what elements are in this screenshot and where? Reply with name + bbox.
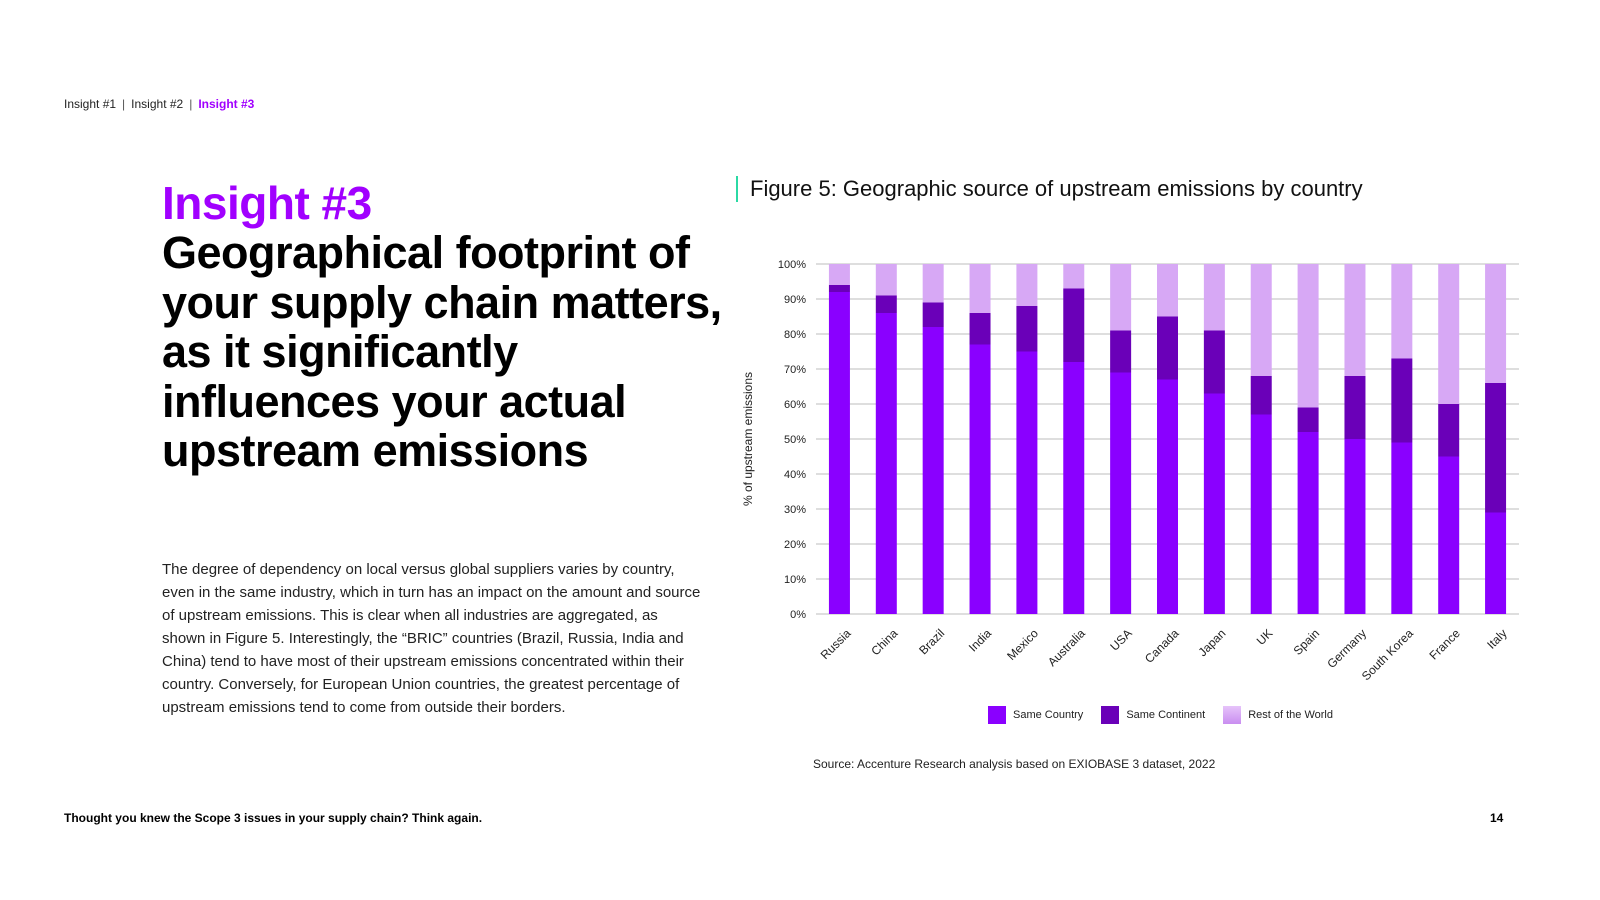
bar-same-continent: [1063, 288, 1085, 362]
bar-rest-of-the-world: [1157, 264, 1178, 317]
bar-rest-of-the-world: [922, 264, 944, 303]
bar-same-continent: [1344, 376, 1366, 439]
body-paragraph: The degree of dependency on local versus…: [162, 561, 701, 716]
breadcrumb-insight-3[interactable]: Insight #3: [198, 97, 255, 111]
breadcrumb: Insight #1 | Insight #2 | Insight #3: [64, 97, 254, 111]
bar-same-country: [1391, 442, 1413, 614]
y-tick-label: 40%: [784, 469, 806, 481]
y-tick-label: 100%: [778, 259, 806, 271]
legend-label: Same Country: [1013, 709, 1084, 721]
y-tick-label: 70%: [784, 364, 806, 376]
y-tick-label: 0%: [790, 609, 806, 621]
breadcrumb-separator: |: [189, 97, 193, 111]
bar-same-country: [1438, 456, 1460, 614]
x-tick-label: UK: [1254, 626, 1276, 648]
legend-swatch-rest-of-world: [1223, 706, 1242, 724]
stacked-bar-chart: 0% 10% 20% 30% 40% 50% 60% 70% 80% 90% 100% % of up…: [741, 259, 1519, 683]
x-tick-label: Italy: [1484, 626, 1509, 651]
bar-rest-of-the-world: [969, 264, 991, 313]
bar-rest-of-the-world: [1110, 264, 1132, 331]
bar-same-continent: [1391, 358, 1413, 443]
bar-same-country: [875, 313, 897, 614]
bar-same-continent: [1110, 330, 1132, 373]
bar-same-continent: [1485, 383, 1507, 513]
bar-same-continent: [828, 285, 850, 292]
y-tick-label: 10%: [784, 574, 806, 586]
bar-same-country: [1485, 512, 1507, 614]
y-axis-label: % of upstream emissions: [741, 372, 755, 506]
y-tick-label: 20%: [784, 539, 806, 551]
chart-legend: Same Country Same Continent Rest of the …: [988, 706, 1333, 724]
bar-same-continent: [1016, 306, 1038, 352]
breadcrumb-insight-2[interactable]: Insight #2: [131, 97, 184, 111]
x-tick-label: India: [966, 626, 995, 655]
x-tick-label: France: [1427, 626, 1464, 663]
bar-rest-of-the-world: [1250, 264, 1272, 376]
y-tick-label: 50%: [784, 434, 806, 446]
bar-same-continent: [1157, 316, 1178, 380]
x-tick-label: China: [868, 626, 900, 658]
x-tick-label: Spain: [1291, 626, 1323, 658]
legend-swatch-same-country: [988, 706, 1006, 724]
bar-same-continent: [1297, 407, 1319, 432]
x-tick-label: Canada: [1142, 626, 1182, 666]
bar-rest-of-the-world: [875, 264, 897, 296]
y-tick-label: 30%: [784, 504, 806, 516]
y-tick-label: 60%: [784, 399, 806, 411]
x-tick-label: USA: [1107, 626, 1134, 653]
x-tick-label: Germany: [1324, 626, 1369, 671]
insight-label: Insight #3: [162, 177, 372, 229]
breadcrumb-separator: |: [122, 97, 126, 111]
page-number[interactable]: 14: [1490, 811, 1504, 825]
bar-same-continent: [1438, 404, 1460, 457]
bar-same-country: [1344, 439, 1366, 614]
legend-item-same-continent: Same Continent: [1101, 706, 1205, 724]
y-tick-label: 80%: [784, 329, 806, 341]
figure-title: Figure 5: Geographic source of upstream …: [736, 176, 1363, 202]
bar-rest-of-the-world: [828, 264, 850, 285]
bar-same-country: [828, 292, 850, 614]
bar-rest-of-the-world: [1203, 264, 1225, 331]
bar-same-country: [1157, 379, 1178, 614]
legend-item-same-country: Same Country: [988, 706, 1083, 724]
legend-item-rest-of-world: Rest of the World: [1223, 706, 1333, 724]
bar-same-country: [1250, 414, 1272, 614]
source-note: Source: Accenture Research analysis base…: [813, 757, 1216, 771]
bar-same-country: [1063, 362, 1085, 614]
bar-same-continent: [875, 295, 897, 313]
bar-rest-of-the-world: [1016, 264, 1038, 306]
bar-same-continent: [1203, 330, 1225, 394]
bar-rest-of-the-world: [1391, 264, 1413, 359]
bar-same-continent: [922, 302, 944, 327]
x-tick-label: Australia: [1045, 626, 1088, 669]
bar-same-country: [1203, 393, 1225, 614]
footer-title: Thought you knew the Scope 3 issues in y…: [64, 811, 483, 825]
bar-same-country: [922, 327, 944, 614]
bar-rest-of-the-world: [1344, 264, 1366, 376]
bar-same-country: [1110, 372, 1132, 614]
x-tick-label: Russia: [818, 626, 854, 662]
bar-same-country: [1016, 351, 1038, 614]
bar-rest-of-the-world: [1485, 264, 1507, 383]
page-headline: Geographical footprint of your supply ch…: [162, 227, 722, 476]
breadcrumb-insight-1[interactable]: Insight #1: [64, 97, 117, 111]
x-tick-label: Mexico: [1004, 626, 1041, 663]
bar-same-country: [1297, 432, 1319, 614]
bar-rest-of-the-world: [1438, 264, 1460, 404]
legend-swatch-same-continent: [1101, 706, 1120, 724]
legend-label: Same Continent: [1126, 709, 1206, 721]
bar-same-continent: [1250, 376, 1272, 415]
bar-same-continent: [969, 313, 991, 345]
x-tick-label: Japan: [1195, 626, 1228, 659]
y-tick-label: 90%: [784, 294, 806, 306]
legend-label: Rest of the World: [1248, 709, 1333, 721]
bar-rest-of-the-world: [1063, 264, 1085, 289]
bar-same-country: [969, 344, 991, 614]
bar-rest-of-the-world: [1297, 264, 1319, 408]
x-tick-label: Brazil: [916, 626, 947, 657]
